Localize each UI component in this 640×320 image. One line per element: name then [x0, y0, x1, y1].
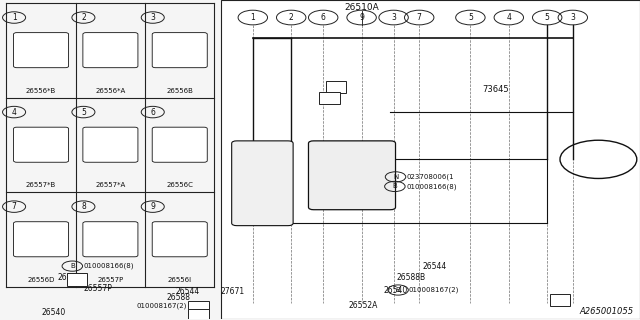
FancyBboxPatch shape: [83, 127, 138, 162]
Text: C: C: [557, 295, 563, 304]
Text: 26556C: 26556C: [166, 182, 193, 188]
FancyBboxPatch shape: [83, 222, 138, 257]
FancyBboxPatch shape: [67, 274, 87, 286]
Text: 010008167(2): 010008167(2): [408, 287, 459, 293]
Text: 1: 1: [12, 13, 17, 22]
Text: 26510A: 26510A: [344, 4, 379, 12]
FancyBboxPatch shape: [13, 222, 68, 257]
Text: 5: 5: [81, 108, 86, 116]
Text: 26556I: 26556I: [168, 277, 192, 283]
FancyBboxPatch shape: [188, 308, 209, 320]
FancyBboxPatch shape: [308, 141, 396, 210]
Text: 6: 6: [321, 13, 326, 22]
Text: 010008167(2): 010008167(2): [136, 302, 187, 308]
Text: C: C: [74, 275, 79, 284]
Text: 26552A: 26552A: [349, 301, 378, 310]
FancyBboxPatch shape: [152, 222, 207, 257]
FancyBboxPatch shape: [188, 301, 209, 314]
Text: 27671: 27671: [221, 287, 245, 296]
Text: 26544: 26544: [176, 287, 200, 296]
FancyBboxPatch shape: [550, 293, 570, 306]
FancyBboxPatch shape: [13, 33, 68, 68]
Text: 26556*A: 26556*A: [95, 88, 125, 94]
Text: 3: 3: [570, 13, 575, 22]
Text: 26588: 26588: [166, 293, 191, 302]
Text: 010008166(8): 010008166(8): [83, 263, 134, 269]
Text: 4: 4: [12, 108, 17, 116]
Text: 9: 9: [150, 202, 155, 211]
Text: 8: 8: [81, 202, 86, 211]
Bar: [221, 0, 640, 319]
Text: 26557P: 26557P: [97, 277, 124, 283]
Text: 26552B: 26552B: [58, 273, 87, 282]
Text: 5: 5: [545, 13, 550, 22]
Text: 2: 2: [289, 13, 294, 22]
Text: B: B: [196, 310, 201, 319]
Text: 1: 1: [250, 13, 255, 22]
Text: 4: 4: [506, 13, 511, 22]
Text: 3: 3: [150, 13, 155, 22]
Text: B: B: [327, 93, 332, 102]
Text: 7: 7: [417, 13, 422, 22]
Text: 26588B: 26588B: [397, 273, 426, 282]
Text: 010008166(8): 010008166(8): [406, 183, 457, 190]
FancyBboxPatch shape: [152, 33, 207, 68]
Text: 6: 6: [150, 108, 155, 116]
Text: 7: 7: [12, 202, 17, 211]
FancyBboxPatch shape: [326, 81, 346, 93]
Text: A265001055: A265001055: [579, 307, 634, 316]
Text: A: A: [195, 303, 202, 312]
Text: B: B: [396, 287, 401, 293]
FancyBboxPatch shape: [152, 127, 207, 162]
Text: 3: 3: [391, 13, 396, 22]
Text: 5: 5: [468, 13, 473, 22]
Text: 2: 2: [81, 13, 86, 22]
Text: 9: 9: [359, 13, 364, 22]
Text: 26557*A: 26557*A: [95, 182, 125, 188]
Text: 26556B: 26556B: [166, 88, 193, 94]
Text: B: B: [70, 263, 75, 269]
Text: 023708006(1: 023708006(1: [406, 174, 454, 180]
Text: B: B: [392, 183, 397, 189]
FancyBboxPatch shape: [83, 33, 138, 68]
Text: 26557*B: 26557*B: [26, 182, 56, 188]
Text: 26557P: 26557P: [83, 284, 112, 293]
Text: 26556*B: 26556*B: [26, 88, 56, 94]
FancyBboxPatch shape: [232, 141, 293, 226]
Text: 73645: 73645: [483, 85, 509, 94]
Text: 26556D: 26556D: [28, 277, 55, 283]
Text: N: N: [393, 174, 398, 180]
Text: 26544: 26544: [422, 262, 447, 271]
Text: 26540: 26540: [384, 285, 408, 294]
FancyBboxPatch shape: [13, 127, 68, 162]
FancyBboxPatch shape: [319, 92, 340, 104]
Text: A: A: [333, 82, 339, 91]
Text: 26540: 26540: [42, 308, 66, 317]
